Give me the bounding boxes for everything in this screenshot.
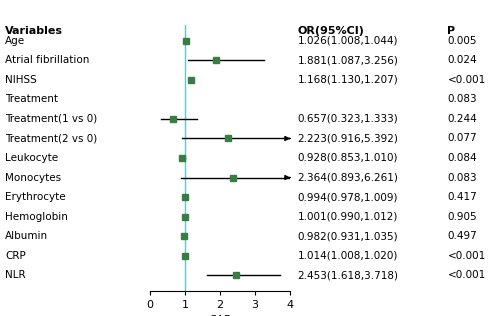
Text: 2.453(1.618,3.718): 2.453(1.618,3.718) <box>298 270 398 280</box>
Text: 0.417: 0.417 <box>448 192 477 202</box>
Text: OR(95%CI): OR(95%CI) <box>298 26 364 36</box>
Text: Erythrocyte: Erythrocyte <box>5 192 66 202</box>
Text: NIHSS: NIHSS <box>5 75 37 85</box>
Text: 0.994(0.978,1.009): 0.994(0.978,1.009) <box>298 192 398 202</box>
Text: 2.223(0.916,5.392): 2.223(0.916,5.392) <box>298 133 398 143</box>
Text: Age: Age <box>5 36 25 46</box>
Text: 0.005: 0.005 <box>448 36 477 46</box>
Text: Hemoglobin: Hemoglobin <box>5 211 68 222</box>
Text: 0.077: 0.077 <box>448 133 477 143</box>
X-axis label: SAP: SAP <box>209 315 231 316</box>
Text: Monocytes: Monocytes <box>5 173 61 183</box>
Text: Variables: Variables <box>5 26 63 36</box>
Text: 0.083: 0.083 <box>448 94 477 105</box>
Text: <0.001: <0.001 <box>448 251 486 261</box>
Text: 0.657(0.323,1.333): 0.657(0.323,1.333) <box>298 114 398 124</box>
Text: Albumin: Albumin <box>5 231 48 241</box>
Text: 0.928(0.853,1.010): 0.928(0.853,1.010) <box>298 153 398 163</box>
Text: 0.083: 0.083 <box>448 173 477 183</box>
Text: 0.497: 0.497 <box>448 231 477 241</box>
Text: P: P <box>448 26 456 36</box>
Text: Leukocyte: Leukocyte <box>5 153 58 163</box>
Text: 0.982(0.931,1.035): 0.982(0.931,1.035) <box>298 231 398 241</box>
Text: 0.024: 0.024 <box>448 55 477 65</box>
Text: Treatment(1 vs 0): Treatment(1 vs 0) <box>5 114 97 124</box>
Text: Atrial fibrillation: Atrial fibrillation <box>5 55 89 65</box>
Text: 1.026(1.008,1.044): 1.026(1.008,1.044) <box>298 36 398 46</box>
Text: <0.001: <0.001 <box>448 75 486 85</box>
Text: 1.881(1.087,3.256): 1.881(1.087,3.256) <box>298 55 398 65</box>
Text: CRP: CRP <box>5 251 26 261</box>
Text: 1.168(1.130,1.207): 1.168(1.130,1.207) <box>298 75 398 85</box>
Text: 1.001(0.990,1.012): 1.001(0.990,1.012) <box>298 211 398 222</box>
Text: 0.905: 0.905 <box>448 211 477 222</box>
Text: 0.084: 0.084 <box>448 153 477 163</box>
Text: Treatment(2 vs 0): Treatment(2 vs 0) <box>5 133 97 143</box>
Text: 0.244: 0.244 <box>448 114 477 124</box>
Text: Treatment: Treatment <box>5 94 58 105</box>
Text: <0.001: <0.001 <box>448 270 486 280</box>
Text: 1.014(1.008,1.020): 1.014(1.008,1.020) <box>298 251 398 261</box>
Text: 2.364(0.893,6.261): 2.364(0.893,6.261) <box>298 173 398 183</box>
Text: NLR: NLR <box>5 270 25 280</box>
